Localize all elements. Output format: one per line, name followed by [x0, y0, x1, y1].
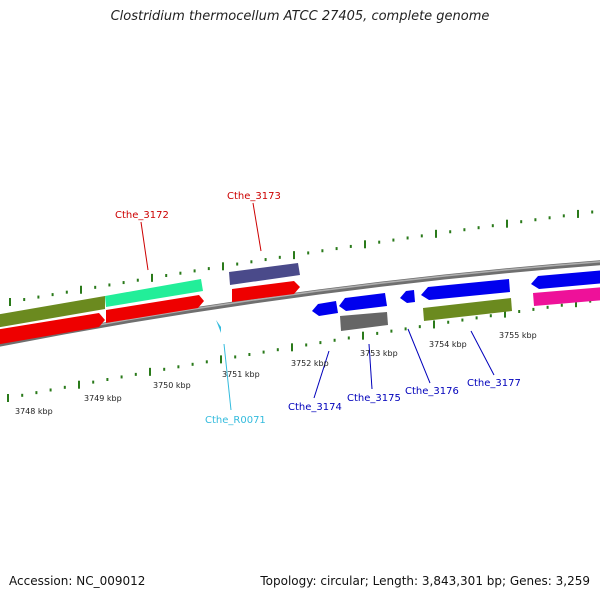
gene-label-cthe3177[interactable]: Cthe_3177	[467, 378, 521, 389]
callout-line-cthe-r0071	[223, 343, 232, 411]
outer-tick-row	[9, 209, 594, 306]
gene-olive-cthe3177[interactable]	[423, 298, 512, 321]
kbp-label: 3751 kbp	[222, 370, 260, 379]
kbp-label: 3749 kbp	[84, 394, 122, 403]
gene-blue-cthe3175[interactable]	[339, 293, 387, 311]
gene-blue-cthe3176-small[interactable]	[400, 290, 415, 303]
gene-olive-left[interactable]	[0, 296, 105, 328]
gene-label-cthe3172[interactable]: Cthe_3172	[115, 210, 169, 221]
gene-label-cthe-r0071[interactable]: Cthe_R0071	[205, 415, 266, 426]
callout-line-cthe3177	[470, 330, 495, 376]
callout-line-cthe3173	[252, 202, 262, 252]
gene-red-left[interactable]	[0, 313, 105, 345]
kbp-label: 3754 kbp	[429, 340, 467, 349]
gene-blue-right[interactable]	[531, 270, 600, 289]
gene-mint-cthe3172[interactable]	[105, 279, 203, 307]
gene-label-cthe3175[interactable]: Cthe_3175	[347, 393, 401, 404]
gene-blue-cthe3174[interactable]	[312, 301, 338, 316]
gene-label-cthe3173[interactable]: Cthe_3173	[227, 191, 281, 202]
gene-blue-cthe3176[interactable]	[421, 279, 510, 300]
accession-text: Accession: NC_009012	[9, 574, 146, 588]
kbp-label: 3755 kbp	[499, 331, 537, 340]
genome-summary-text: Topology: circular; Length: 3,843,301 bp…	[260, 574, 590, 588]
inner-tick-row	[7, 299, 592, 402]
callout-line-cthe3176	[407, 328, 431, 384]
gene-label-cthe3176[interactable]: Cthe_3176	[405, 386, 459, 397]
kbp-label: 3748 kbp	[15, 407, 53, 416]
kbp-label: 3752 kbp	[291, 359, 329, 368]
kbp-label: 3750 kbp	[153, 381, 191, 390]
callout-line-cthe3174	[313, 350, 330, 399]
rna-cthe-r0071[interactable]	[216, 320, 221, 333]
kbp-label: 3753 kbp	[360, 349, 398, 358]
callout-line-cthe3172	[140, 221, 149, 271]
gene-grey-cthe3175[interactable]	[340, 312, 388, 331]
gene-label-cthe3174[interactable]: Cthe_3174	[288, 402, 342, 413]
gene-red-cthe3173[interactable]	[232, 281, 300, 302]
callout-line-cthe3175	[368, 343, 373, 390]
gene-red-cthe3172[interactable]	[106, 295, 204, 323]
map-title: Clostridium thermocellum ATCC 27405, com…	[110, 9, 490, 24]
gene-slate-cthe3173[interactable]	[229, 263, 300, 285]
gene-pink-right[interactable]	[533, 287, 600, 306]
